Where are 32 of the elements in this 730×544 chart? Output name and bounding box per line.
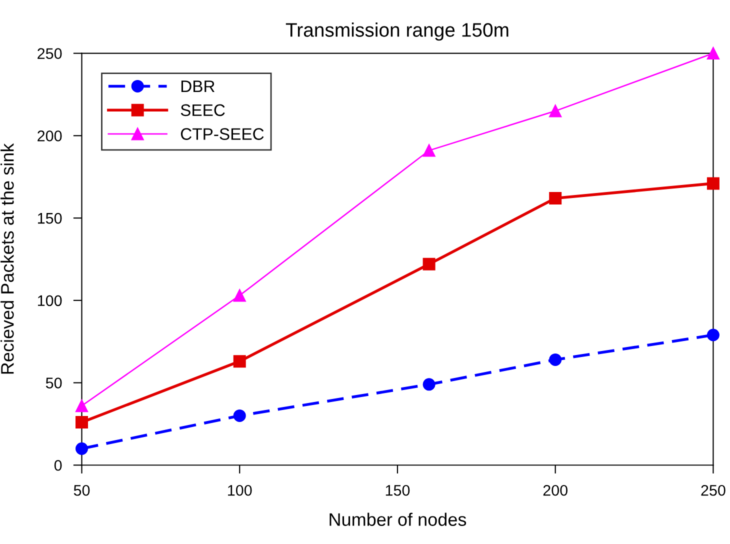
y-tick-label: 200 xyxy=(38,130,62,142)
point xyxy=(549,353,562,366)
x-axis-title: Number of nodes xyxy=(330,512,466,526)
x-tick-label: 250 xyxy=(701,484,726,496)
x-tick-label: 100 xyxy=(228,484,252,496)
point xyxy=(706,47,720,60)
legend-label: CTP-SEEC xyxy=(180,128,264,140)
point xyxy=(422,258,436,270)
x-tick-label: 50 xyxy=(74,484,90,496)
point xyxy=(233,289,246,302)
point xyxy=(706,177,720,190)
point xyxy=(706,328,720,342)
point xyxy=(233,409,246,422)
x-tick-label: 150 xyxy=(386,484,410,496)
y-tick-label: 50 xyxy=(46,378,62,388)
y-tick-label: 250 xyxy=(38,48,62,59)
y-axis-title: Recieved Packets at the sink xyxy=(0,143,14,374)
point xyxy=(549,192,562,205)
legend-label: SEEC xyxy=(180,104,225,116)
point xyxy=(233,355,246,368)
x-tick-label: 200 xyxy=(543,484,568,496)
point xyxy=(76,400,88,412)
y-tick-label: 150 xyxy=(38,212,62,224)
chart-title: Transmission range 150m xyxy=(286,22,508,41)
point xyxy=(549,104,562,118)
point xyxy=(422,144,436,157)
legend-label: DBR xyxy=(181,80,215,92)
y-tick-label: 0 xyxy=(54,460,62,471)
y-tick-label: 100 xyxy=(38,295,62,306)
point xyxy=(76,442,88,455)
point xyxy=(422,378,436,391)
point xyxy=(76,416,88,429)
